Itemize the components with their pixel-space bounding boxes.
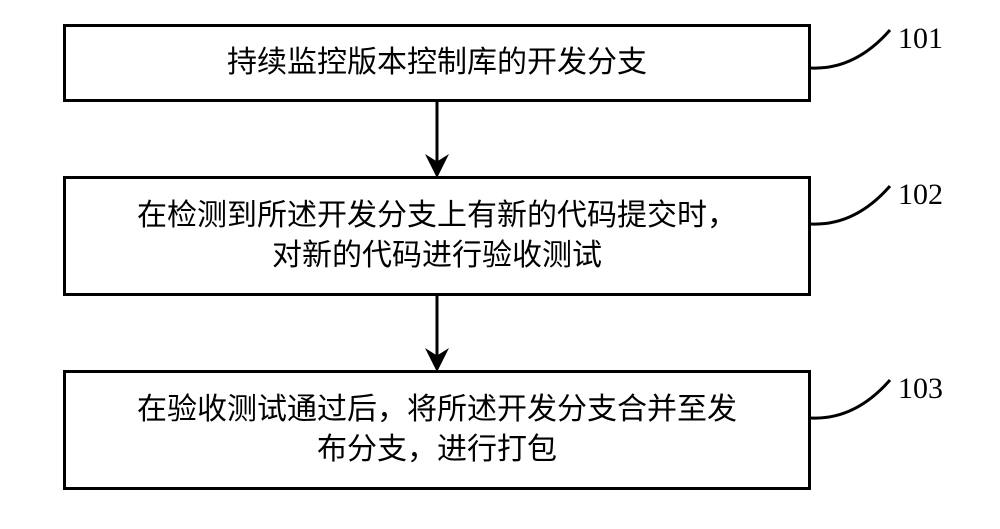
flowchart-node: 在验收测试通过后，将所述开发分支合并至发 布分支，进行打包	[63, 370, 811, 490]
flowchart-node-text: 在验收测试通过后，将所述开发分支合并至发 布分支，进行打包	[137, 390, 737, 471]
step-label: 102	[898, 178, 943, 212]
flowchart-node-text: 在检测到所述开发分支上有新的代码提交时， 对新的代码进行验收测试	[137, 196, 737, 277]
flowchart-canvas: 持续监控版本控制库的开发分支 在检测到所述开发分支上有新的代码提交时， 对新的代…	[0, 0, 1000, 529]
step-label-text: 101	[898, 22, 943, 55]
leader-line	[811, 380, 890, 418]
step-label: 101	[898, 22, 943, 56]
leader-line	[811, 30, 890, 68]
step-label: 103	[898, 372, 943, 406]
flowchart-node: 持续监控版本控制库的开发分支	[63, 24, 811, 102]
step-label-text: 103	[898, 372, 943, 405]
step-label-text: 102	[898, 178, 943, 211]
flowchart-node: 在检测到所述开发分支上有新的代码提交时， 对新的代码进行验收测试	[63, 176, 811, 296]
leader-line	[811, 186, 890, 224]
flowchart-node-text: 持续监控版本控制库的开发分支	[227, 43, 647, 84]
